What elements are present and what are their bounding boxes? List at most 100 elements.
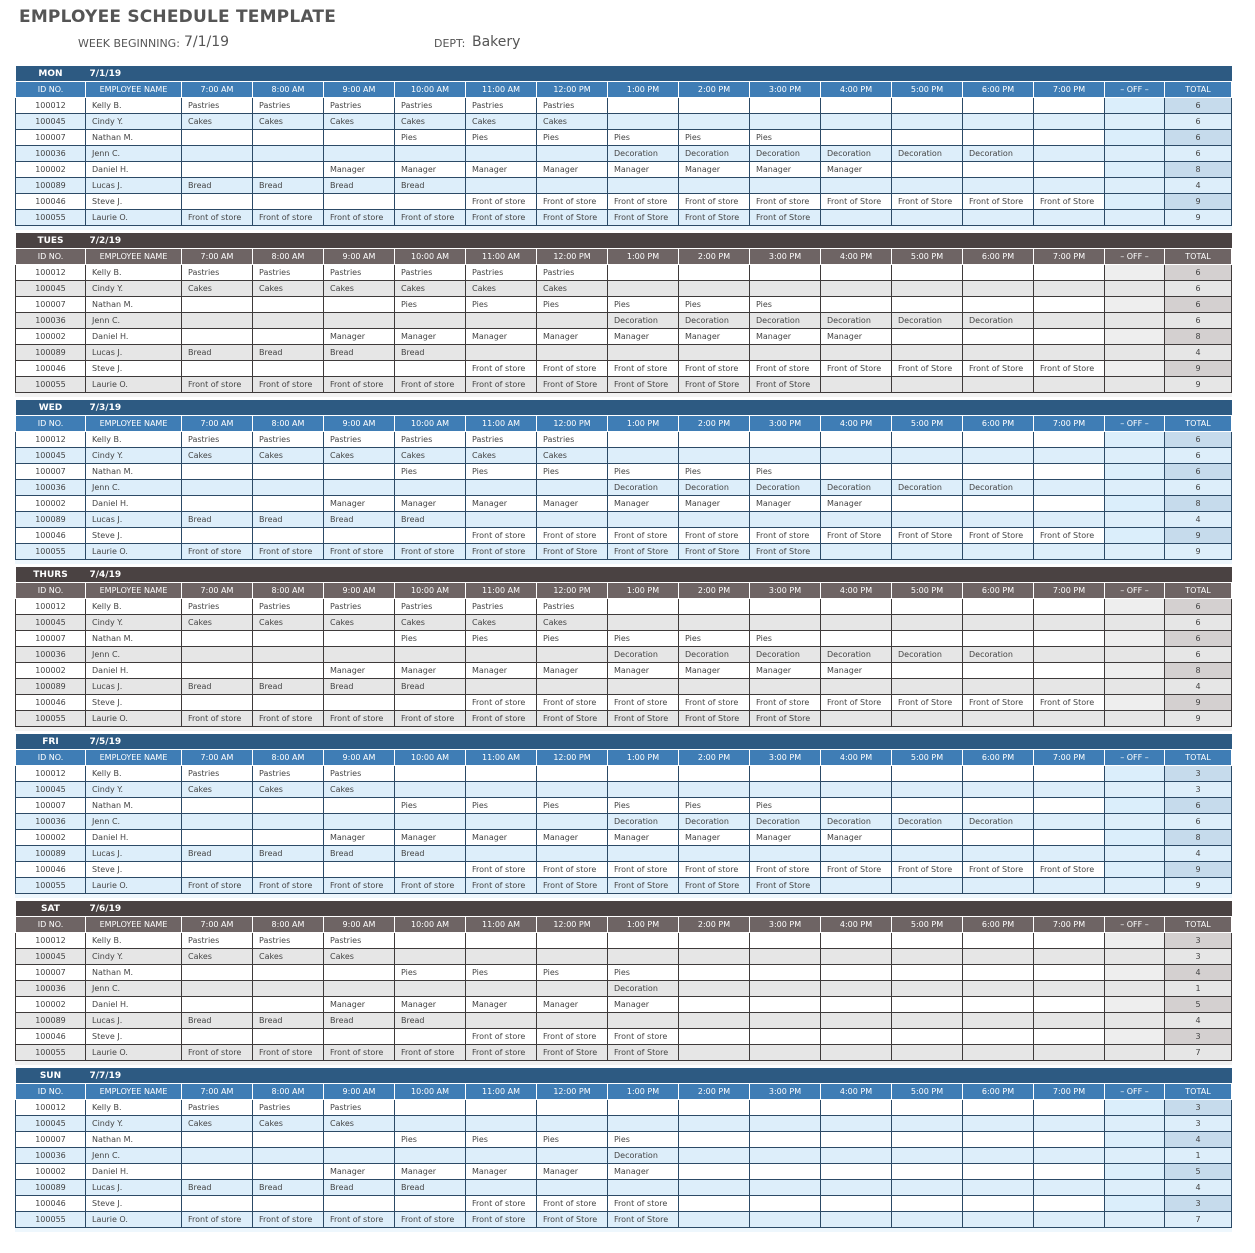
shift-cell[interactable] xyxy=(678,678,750,695)
employee-id[interactable]: 100002 xyxy=(15,662,86,679)
shift-cell[interactable] xyxy=(1033,264,1105,281)
shift-cell[interactable] xyxy=(394,1195,466,1212)
shift-cell[interactable]: Front of store xyxy=(749,193,821,210)
shift-cell[interactable] xyxy=(252,479,324,496)
shift-cell[interactable]: Front of store xyxy=(465,861,537,878)
shift-cell[interactable]: Decoration xyxy=(820,479,892,496)
shift-cell[interactable] xyxy=(749,1147,821,1164)
shift-cell[interactable] xyxy=(962,932,1034,949)
shift-cell[interactable]: Front of store xyxy=(607,193,679,210)
shift-cell[interactable]: Front of store xyxy=(536,527,608,544)
shift-cell[interactable]: Decoration xyxy=(678,646,750,663)
shift-cell[interactable] xyxy=(962,1147,1034,1164)
shift-cell[interactable] xyxy=(465,646,537,663)
shift-cell[interactable] xyxy=(252,1028,324,1045)
shift-cell[interactable] xyxy=(1033,479,1105,496)
shift-cell[interactable] xyxy=(323,1147,395,1164)
shift-cell[interactable]: Front of store xyxy=(465,209,537,226)
shift-cell[interactable]: Front of Store xyxy=(962,527,1034,544)
off-cell[interactable] xyxy=(1104,614,1165,631)
employee-id[interactable]: 100089 xyxy=(15,678,86,695)
shift-cell[interactable]: Decoration xyxy=(891,479,963,496)
shift-cell[interactable] xyxy=(1033,877,1105,894)
off-cell[interactable] xyxy=(1104,1195,1165,1212)
shift-cell[interactable]: Manager xyxy=(536,161,608,178)
shift-cell[interactable] xyxy=(536,980,608,997)
shift-cell[interactable] xyxy=(181,1147,253,1164)
shift-cell[interactable] xyxy=(891,264,963,281)
shift-cell[interactable] xyxy=(749,932,821,949)
shift-cell[interactable] xyxy=(678,344,750,361)
shift-cell[interactable]: Cakes xyxy=(323,614,395,631)
shift-cell[interactable]: Front of store xyxy=(465,1211,537,1228)
off-cell[interactable] xyxy=(1104,145,1165,162)
shift-cell[interactable] xyxy=(252,1147,324,1164)
employee-name[interactable]: Steve J. xyxy=(85,1028,182,1045)
shift-cell[interactable] xyxy=(1033,996,1105,1013)
shift-cell[interactable]: Front of store xyxy=(181,209,253,226)
shift-cell[interactable] xyxy=(323,861,395,878)
shift-cell[interactable]: Pies xyxy=(465,1131,537,1148)
off-cell[interactable] xyxy=(1104,193,1165,210)
shift-cell[interactable] xyxy=(749,177,821,194)
shift-cell[interactable] xyxy=(891,113,963,130)
shift-cell[interactable] xyxy=(607,678,679,695)
shift-cell[interactable] xyxy=(252,328,324,345)
shift-cell[interactable]: Pies xyxy=(465,129,537,146)
shift-cell[interactable] xyxy=(1033,177,1105,194)
shift-cell[interactable] xyxy=(962,614,1034,631)
shift-cell[interactable]: Front of store xyxy=(465,193,537,210)
shift-cell[interactable]: Front of store xyxy=(323,877,395,894)
shift-cell[interactable] xyxy=(820,1211,892,1228)
employee-id[interactable]: 100045 xyxy=(15,614,86,631)
shift-cell[interactable]: Bread xyxy=(181,1012,253,1029)
employee-name[interactable]: Daniel H. xyxy=(85,1163,182,1180)
shift-cell[interactable] xyxy=(820,264,892,281)
shift-cell[interactable]: Front of store xyxy=(749,360,821,377)
shift-cell[interactable]: Bread xyxy=(252,1179,324,1196)
shift-cell[interactable]: Manager xyxy=(607,1163,679,1180)
shift-cell[interactable] xyxy=(394,527,466,544)
shift-cell[interactable]: Pies xyxy=(749,630,821,647)
shift-cell[interactable] xyxy=(749,948,821,965)
shift-cell[interactable] xyxy=(891,1163,963,1180)
shift-cell[interactable] xyxy=(749,1211,821,1228)
shift-cell[interactable] xyxy=(820,1195,892,1212)
shift-cell[interactable]: Manager xyxy=(749,328,821,345)
shift-cell[interactable]: Manager xyxy=(820,328,892,345)
shift-cell[interactable] xyxy=(820,710,892,727)
shift-cell[interactable] xyxy=(536,813,608,830)
shift-cell[interactable] xyxy=(181,1131,253,1148)
shift-cell[interactable]: Pastries xyxy=(252,1099,324,1116)
shift-cell[interactable] xyxy=(749,678,821,695)
shift-cell[interactable]: Pies xyxy=(394,964,466,981)
shift-cell[interactable] xyxy=(678,845,750,862)
employee-name[interactable]: Steve J. xyxy=(85,694,182,711)
employee-id[interactable]: 100089 xyxy=(15,177,86,194)
shift-cell[interactable]: Manager xyxy=(536,996,608,1013)
shift-cell[interactable]: Pastries xyxy=(536,598,608,615)
shift-cell[interactable] xyxy=(891,1044,963,1061)
shift-cell[interactable] xyxy=(749,1163,821,1180)
shift-cell[interactable]: Bread xyxy=(252,177,324,194)
employee-name[interactable]: Cindy Y. xyxy=(85,948,182,965)
shift-cell[interactable] xyxy=(962,113,1034,130)
shift-cell[interactable] xyxy=(181,145,253,162)
shift-cell[interactable] xyxy=(820,1147,892,1164)
employee-id[interactable]: 100002 xyxy=(15,829,86,846)
employee-name[interactable]: Jenn C. xyxy=(85,1147,182,1164)
off-cell[interactable] xyxy=(1104,463,1165,480)
shift-cell[interactable]: Manager xyxy=(394,1163,466,1180)
shift-cell[interactable]: Manager xyxy=(394,662,466,679)
shift-cell[interactable]: Pies xyxy=(678,463,750,480)
shift-cell[interactable]: Bread xyxy=(394,678,466,695)
shift-cell[interactable]: Pies xyxy=(394,797,466,814)
shift-cell[interactable] xyxy=(820,463,892,480)
shift-cell[interactable]: Pies xyxy=(465,964,537,981)
shift-cell[interactable]: Cakes xyxy=(394,280,466,297)
shift-cell[interactable]: Front of Store xyxy=(749,710,821,727)
shift-cell[interactable] xyxy=(181,829,253,846)
employee-name[interactable]: Laurie O. xyxy=(85,710,182,727)
shift-cell[interactable]: Front of store xyxy=(181,543,253,560)
shift-cell[interactable]: Front of store xyxy=(323,710,395,727)
